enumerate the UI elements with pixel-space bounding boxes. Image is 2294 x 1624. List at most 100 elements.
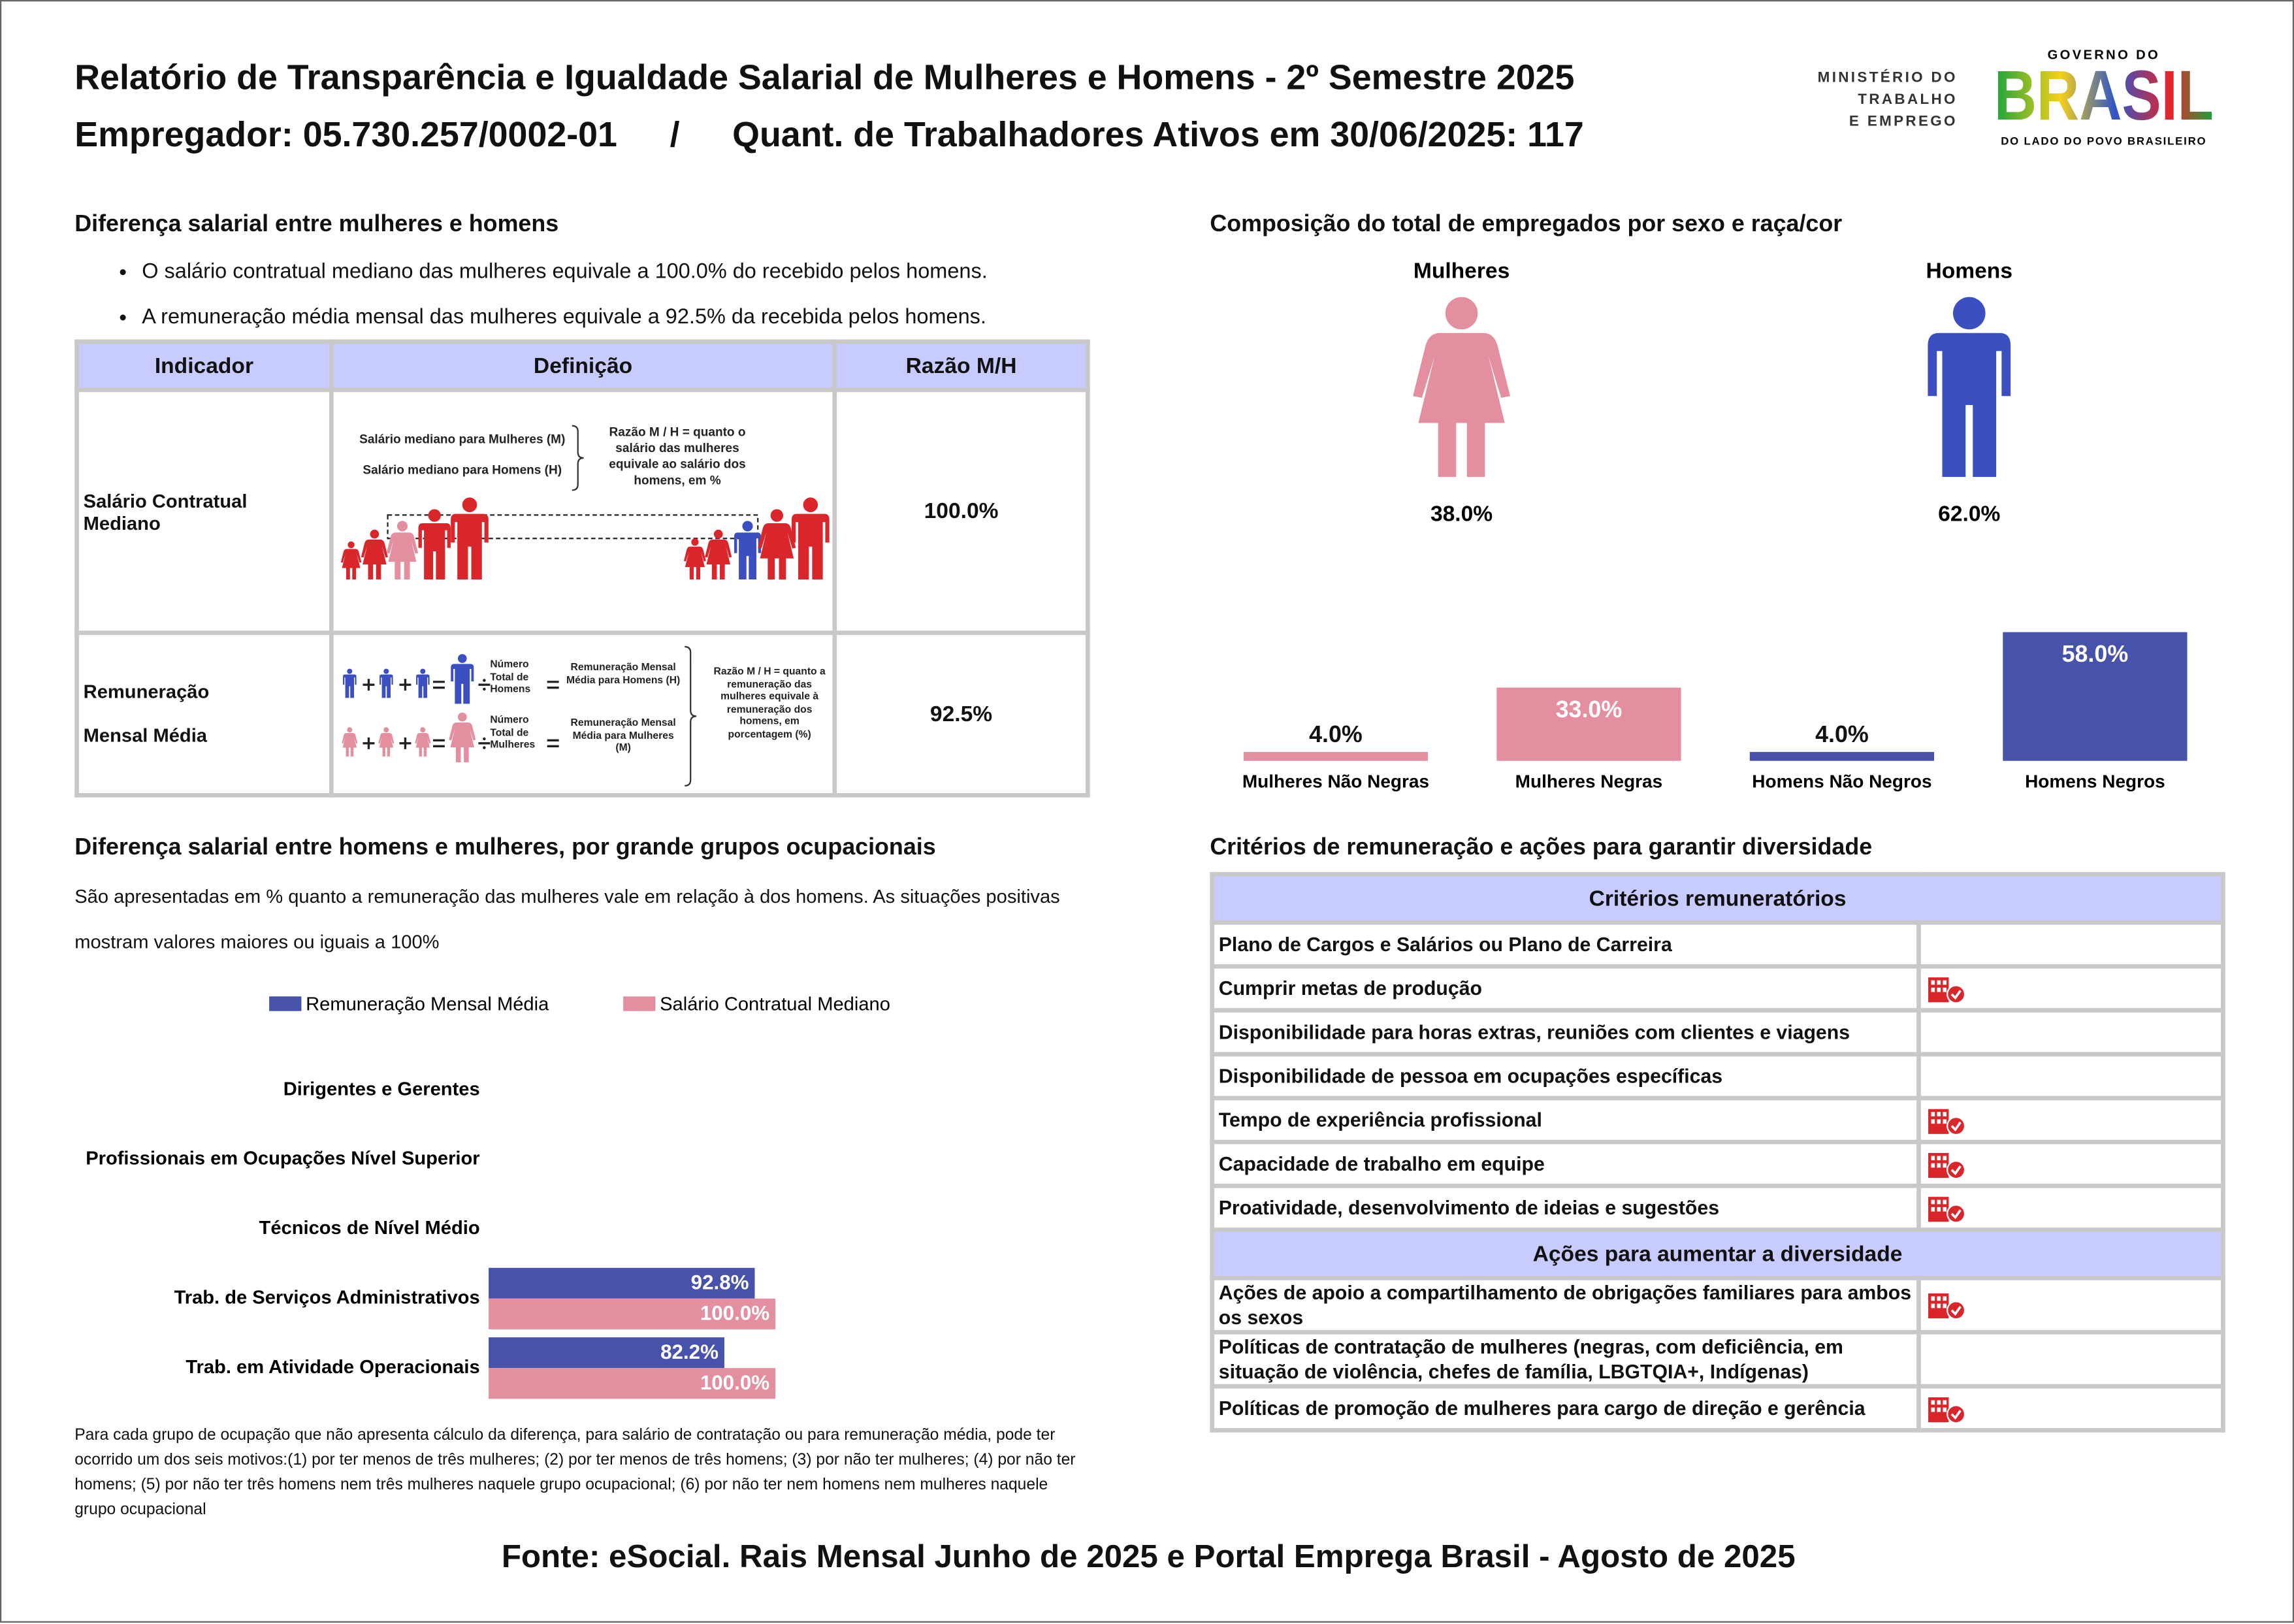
government-text: GOVERNO DO xyxy=(2048,48,2160,62)
diagram: Número Total de Homens Remuneração Mensa… xyxy=(334,635,833,793)
data-label: 100.0% xyxy=(700,1371,769,1394)
icon-window xyxy=(1943,1199,1947,1204)
ratio: 92.5% xyxy=(832,630,1090,798)
body xyxy=(418,523,451,579)
body xyxy=(449,723,476,762)
criteria-check xyxy=(1916,1008,2225,1057)
section-title: Diferença salarial entre homens e mulher… xyxy=(74,835,936,861)
column-header: Indicador xyxy=(74,339,334,393)
male-icon xyxy=(1928,297,2011,478)
icon-window xyxy=(1937,1111,1941,1116)
icon-badge xyxy=(1947,1404,1966,1423)
head xyxy=(691,538,699,546)
bar xyxy=(1749,752,1935,761)
icon-window xyxy=(1931,1399,1935,1405)
legend-swatch xyxy=(269,996,302,1011)
male-icon xyxy=(415,668,430,698)
diagram-text: Salário mediano para Homens (H) xyxy=(363,462,562,478)
icon-window xyxy=(1943,1399,1947,1405)
body xyxy=(340,549,362,579)
head xyxy=(742,521,753,532)
bar xyxy=(489,1267,755,1299)
criteria-check xyxy=(1916,964,2225,1013)
icon-window xyxy=(1937,1199,1941,1204)
bar xyxy=(489,1337,724,1369)
brand-text: BRASIL xyxy=(1994,56,2214,135)
icon-window xyxy=(1943,1118,1947,1124)
diagram-graphic xyxy=(342,645,697,787)
icon-window xyxy=(1937,1296,1941,1301)
icon-window xyxy=(1937,1162,1941,1167)
icon-window xyxy=(1931,1199,1935,1204)
body xyxy=(380,674,393,698)
female-icon xyxy=(758,509,796,579)
icon-window xyxy=(1937,1399,1941,1405)
female-icon xyxy=(386,521,419,579)
legend-label: Salário Contratual Mediano xyxy=(660,994,890,1015)
criteria-label: Capacidade de trabalho em equipe xyxy=(1210,1139,1921,1188)
male-icon xyxy=(451,497,489,579)
criteria-label: Políticas de promoção de mulheres para c… xyxy=(1210,1384,1921,1433)
legend-swatch xyxy=(623,996,656,1011)
head xyxy=(1952,297,1986,330)
icon-window xyxy=(1937,979,1941,984)
icon-window xyxy=(1943,1155,1947,1160)
category-label: Trab. de Serviços Administrativos xyxy=(174,1288,480,1308)
category-label: Homens Negros xyxy=(2025,771,2165,792)
divide-dot xyxy=(483,679,486,682)
check-icon xyxy=(1928,1293,1966,1320)
female-icon xyxy=(683,538,706,579)
icon-badge xyxy=(1947,984,1966,1003)
tagline: DO LADO DO POVO BRASILEIRO xyxy=(2001,135,2206,148)
section-header-row: Ações para aumentar a diversidade xyxy=(1210,1227,2225,1280)
icon-check xyxy=(1950,1306,1962,1316)
category-label: Trab. em Atividade Operacionais xyxy=(186,1357,479,1378)
divide-dot xyxy=(483,746,486,749)
category-label: Dirigentes e Gerentes xyxy=(283,1079,480,1099)
body xyxy=(361,540,388,579)
divide-dot xyxy=(483,687,486,691)
brace xyxy=(685,645,697,787)
criteria-label: Disponibilidade para horas extras, reuni… xyxy=(1210,1008,1921,1057)
legend-label: Remuneração Mensal Média xyxy=(306,994,549,1015)
icon-check xyxy=(1950,989,1962,999)
header-info: Empregador: 05.730.257/0002-01 / Quant. de… xyxy=(74,107,1584,164)
diagram: Salário mediano para Mulheres (M) Salári… xyxy=(334,392,833,630)
diagram-graphic xyxy=(340,425,830,579)
section-title: Composição do total de empregados por se… xyxy=(1210,212,1843,237)
icon-window xyxy=(1943,979,1947,984)
female-icon xyxy=(342,727,358,756)
female-icon xyxy=(415,727,431,756)
male-icon xyxy=(792,497,830,579)
head xyxy=(420,727,426,733)
icon-window xyxy=(1943,1303,1947,1308)
head xyxy=(457,654,467,663)
icon-window xyxy=(1931,1118,1935,1124)
data-label: 100.0% xyxy=(700,1302,769,1325)
head xyxy=(383,668,389,674)
definition-diagram: Número Total de Homens Remuneração Mensa… xyxy=(329,630,837,798)
icon-window xyxy=(1943,1296,1947,1301)
category-label: Mulheres Não Negras xyxy=(1242,771,1429,792)
bullet: O salário contratual mediano das mulhere… xyxy=(142,250,987,295)
category-label: Profissionais em Ocupações Nível Superio… xyxy=(86,1148,479,1169)
icon-window xyxy=(1931,986,1935,992)
workers: Quant. de Trabalhadores Ativos em 30/06/… xyxy=(732,115,1584,155)
check-icon xyxy=(1928,1196,1966,1223)
icon-window xyxy=(1943,986,1947,992)
bar xyxy=(1496,687,1681,761)
head xyxy=(462,497,477,513)
criteria-check xyxy=(1916,920,2225,969)
icon-window xyxy=(1931,1111,1935,1116)
criteria-label: Ações de apoio a compartilhamento de obr… xyxy=(1210,1276,1921,1335)
diagram-text: Número Total de Mulheres xyxy=(490,715,536,751)
body xyxy=(378,733,395,756)
head xyxy=(420,668,426,674)
criteria-check xyxy=(1916,1384,2225,1433)
separator: / xyxy=(670,115,680,155)
male-icon xyxy=(380,668,393,698)
body xyxy=(683,546,706,579)
section-header: Ações para aumentar a diversidade xyxy=(1210,1227,2225,1280)
data-label: 4.0% xyxy=(1309,721,1363,747)
head xyxy=(428,509,441,522)
